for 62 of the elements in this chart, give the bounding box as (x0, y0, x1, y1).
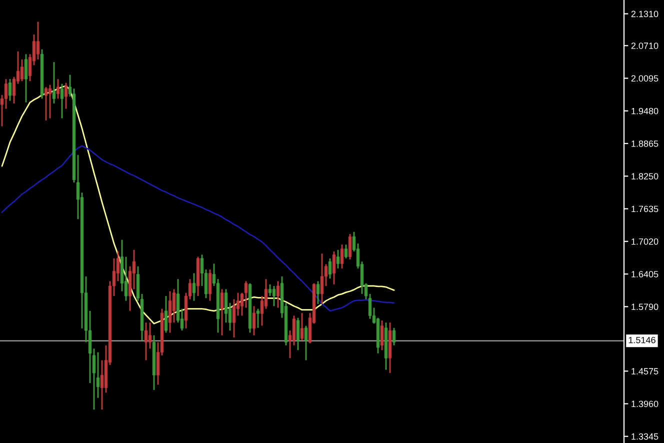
y-tick-label: 1.6405 (632, 270, 658, 278)
candlestick (300, 312, 304, 342)
y-tick-label: 1.3960 (632, 400, 658, 408)
candlestick (172, 288, 176, 324)
y-tick-label: 1.7020 (632, 238, 658, 245)
candlestick (304, 325, 308, 361)
candlestick (60, 83, 64, 120)
candlestick (192, 272, 196, 302)
candlestick (316, 280, 320, 305)
y-tick-label: 2.0095 (631, 75, 658, 82)
ref-line-label: 1.5146 (628, 336, 656, 344)
candlestick (224, 288, 228, 324)
y-tick-label: 1.8250 (632, 173, 658, 180)
candlestick (100, 360, 104, 410)
candlestick (240, 292, 244, 316)
candlestick (64, 82, 68, 110)
candlestick (272, 285, 276, 307)
candlestick (164, 295, 168, 334)
candlestick (252, 305, 256, 336)
candlestick (8, 78, 12, 102)
candlestick (144, 322, 148, 361)
candlestick (244, 280, 248, 308)
candlestick (344, 244, 348, 260)
candlestick (124, 256, 128, 302)
candlestick (320, 252, 324, 305)
candlestick (92, 348, 96, 410)
candlestick (36, 21, 40, 60)
candlestick (208, 268, 212, 302)
y-tick-label: 1.5790 (632, 304, 658, 310)
candlestick (168, 290, 172, 334)
candlestick (148, 322, 152, 350)
y-tick-label: 1.8865 (632, 140, 658, 147)
candlestick (56, 78, 60, 100)
candlestick (20, 58, 24, 82)
candlestick (380, 320, 384, 351)
candlestick (44, 86, 48, 122)
candlestick (340, 244, 344, 270)
y-tick-label: 1.9480 (632, 108, 658, 114)
candlestick (292, 314, 296, 346)
candlestick (368, 293, 372, 320)
candlestick (232, 298, 236, 338)
y-tick-label: 1.7635 (632, 206, 658, 212)
candlestick (48, 84, 52, 120)
candlestick (24, 53, 28, 104)
candlestick (136, 266, 140, 302)
candlestick (348, 233, 352, 260)
candlestick (336, 249, 340, 270)
candlestick (268, 284, 272, 297)
candlestick (96, 352, 100, 399)
y-tick-label: 2.0710 (631, 42, 658, 49)
candlestick (332, 250, 336, 286)
candlestick (392, 327, 396, 346)
candlestick (52, 61, 56, 104)
y-tick-label: 1.3345 (632, 433, 658, 440)
candlestick (4, 78, 8, 110)
candlestick (276, 280, 280, 308)
candlestick (220, 288, 224, 336)
y-tick-label: 1.4575 (632, 368, 658, 374)
candlestick (296, 317, 300, 351)
candlestick (328, 258, 332, 280)
candlestick (256, 308, 260, 329)
y-tick-label: 2.1310 (631, 10, 658, 18)
